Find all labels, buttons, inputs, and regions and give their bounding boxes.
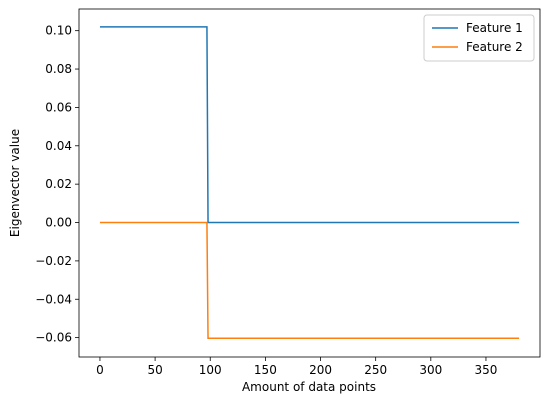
axes-frame — [78, 8, 541, 358]
y-tick-label: −0.04 — [35, 292, 72, 306]
y-tick-label: 0.04 — [45, 139, 72, 153]
series-line — [99, 26, 520, 224]
y-tick-label: 0.00 — [45, 216, 72, 230]
x-tick-label: 200 — [309, 363, 332, 377]
x-tick-label: 300 — [419, 363, 442, 377]
y-tick-label: 0.08 — [45, 62, 72, 76]
x-tick-label: 50 — [147, 363, 162, 377]
y-tick-label: −0.06 — [35, 331, 72, 345]
legend-label: Feature 2 — [466, 40, 523, 54]
x-tick-label: 250 — [364, 363, 387, 377]
legend-label: Feature 1 — [466, 21, 523, 35]
x-tick-label: 0 — [96, 363, 104, 377]
y-tick-label: 0.10 — [45, 24, 72, 38]
y-axis-label: Eigenvector value — [8, 129, 22, 237]
x-tick-label: 350 — [475, 363, 498, 377]
y-tick-label: 0.02 — [45, 177, 72, 191]
y-tick-label: −0.02 — [35, 254, 72, 268]
series-line — [99, 221, 520, 339]
x-axis-label: Amount of data points — [242, 380, 376, 394]
legend-box — [423, 14, 535, 62]
x-tick-label: 150 — [254, 363, 277, 377]
y-tick-label: 0.06 — [45, 100, 72, 114]
x-tick-label: 100 — [199, 363, 222, 377]
